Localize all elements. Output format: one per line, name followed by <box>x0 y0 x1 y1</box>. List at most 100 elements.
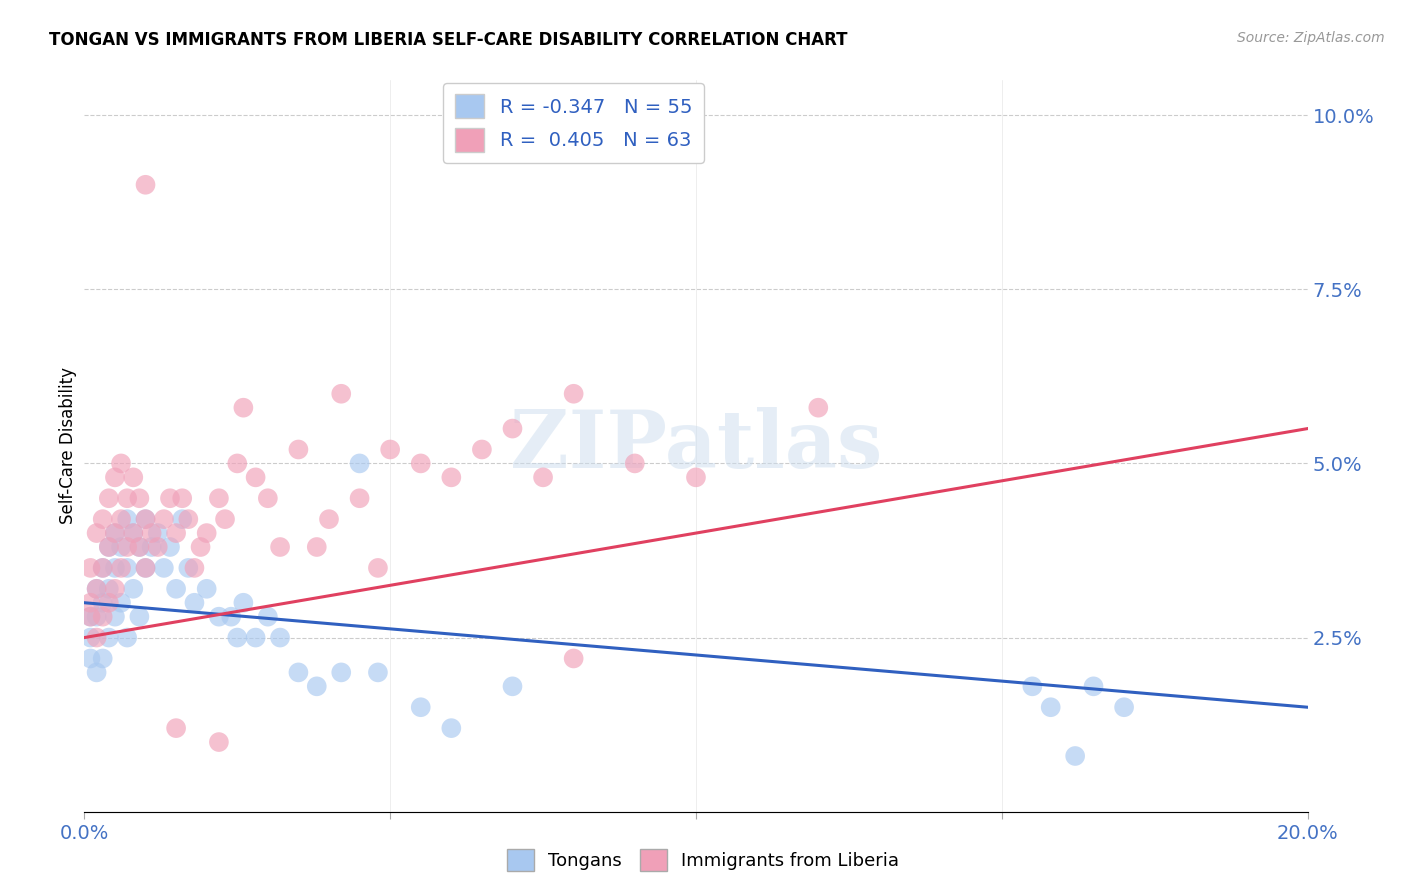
Point <box>440 470 463 484</box>
Point <box>562 651 585 665</box>
Point <box>104 526 127 541</box>
Point <box>380 442 402 457</box>
Point <box>531 470 554 484</box>
Point <box>349 457 371 471</box>
Point <box>97 596 120 610</box>
Point <box>97 491 120 506</box>
Point <box>128 491 150 506</box>
Point <box>104 609 127 624</box>
Point <box>115 512 138 526</box>
Point <box>122 470 145 484</box>
Point <box>367 561 389 575</box>
Point <box>135 512 157 526</box>
Point <box>104 561 127 575</box>
Point <box>104 470 127 484</box>
Point <box>97 582 120 596</box>
Point <box>97 631 120 645</box>
Point <box>115 631 138 645</box>
Point <box>135 561 157 575</box>
Point <box>305 540 328 554</box>
Point <box>79 561 101 575</box>
Legend: R = -0.347   N = 55, R =  0.405   N = 63: R = -0.347 N = 55, R = 0.405 N = 63 <box>443 83 704 163</box>
Point <box>135 178 157 192</box>
Point <box>110 512 132 526</box>
Point <box>86 582 108 596</box>
Point <box>1021 679 1043 693</box>
Point <box>110 457 132 471</box>
Point <box>287 442 309 457</box>
Point <box>172 491 194 506</box>
Text: ZIPatlas: ZIPatlas <box>510 407 882 485</box>
Point <box>91 609 114 624</box>
Text: TONGAN VS IMMIGRANTS FROM LIBERIA SELF-CARE DISABILITY CORRELATION CHART: TONGAN VS IMMIGRANTS FROM LIBERIA SELF-C… <box>49 31 848 49</box>
Point <box>409 457 432 471</box>
Point <box>79 651 101 665</box>
Point <box>245 631 267 645</box>
Point <box>1064 749 1087 764</box>
Point <box>1039 700 1062 714</box>
Point <box>153 561 176 575</box>
Point <box>115 491 138 506</box>
Point <box>177 512 200 526</box>
Point <box>91 596 114 610</box>
Point <box>195 526 218 541</box>
Point <box>214 512 236 526</box>
Y-axis label: Self-Care Disability: Self-Care Disability <box>59 368 77 524</box>
Point <box>219 609 242 624</box>
Point <box>226 631 249 645</box>
Point <box>146 526 169 541</box>
Point <box>104 582 127 596</box>
Point <box>86 609 108 624</box>
Legend: Tongans, Immigrants from Liberia: Tongans, Immigrants from Liberia <box>499 842 907 879</box>
Point <box>330 386 353 401</box>
Point <box>232 596 254 610</box>
Point <box>562 386 585 401</box>
Point <box>685 470 707 484</box>
Point <box>91 561 114 575</box>
Point <box>110 540 132 554</box>
Point <box>135 561 157 575</box>
Point <box>409 700 432 714</box>
Point <box>183 596 205 610</box>
Point <box>91 561 114 575</box>
Point <box>79 609 101 624</box>
Point <box>97 540 120 554</box>
Point <box>471 442 494 457</box>
Point <box>172 512 194 526</box>
Point <box>141 540 163 554</box>
Point <box>110 561 132 575</box>
Point <box>232 401 254 415</box>
Point <box>624 457 647 471</box>
Point <box>318 512 340 526</box>
Point <box>245 470 267 484</box>
Point <box>1114 700 1136 714</box>
Point <box>367 665 389 680</box>
Point <box>141 526 163 541</box>
Point <box>135 512 157 526</box>
Point <box>165 721 187 735</box>
Point <box>159 491 181 506</box>
Text: Source: ZipAtlas.com: Source: ZipAtlas.com <box>1237 31 1385 45</box>
Point <box>79 596 101 610</box>
Point <box>226 457 249 471</box>
Point <box>79 609 101 624</box>
Point <box>440 721 463 735</box>
Point <box>128 540 150 554</box>
Point <box>86 526 108 541</box>
Point <box>128 540 150 554</box>
Point <box>305 679 328 693</box>
Point <box>177 561 200 575</box>
Point <box>115 540 138 554</box>
Point <box>165 526 187 541</box>
Point <box>208 735 231 749</box>
Point <box>257 609 280 624</box>
Point <box>502 679 524 693</box>
Point <box>110 596 132 610</box>
Point <box>330 665 353 680</box>
Point <box>1083 679 1105 693</box>
Point <box>115 561 138 575</box>
Point <box>190 540 212 554</box>
Point <box>208 491 231 506</box>
Point <box>807 401 830 415</box>
Point <box>183 561 205 575</box>
